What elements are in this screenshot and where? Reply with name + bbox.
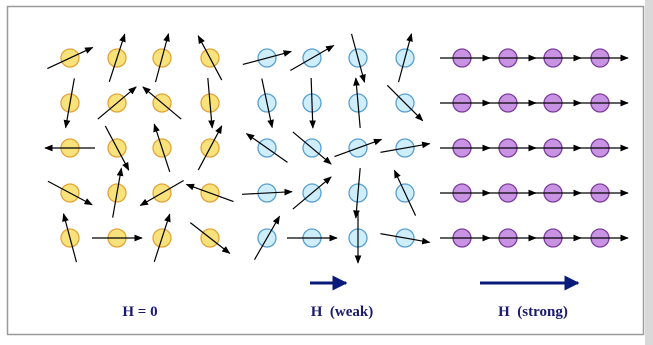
moment-arrow: [153, 123, 171, 172]
moment-arrow: [353, 168, 361, 219]
moment-arrow: [185, 183, 234, 203]
moment-arrow: [189, 222, 231, 254]
moment-arrow: [47, 180, 93, 206]
moment-arrow: [292, 131, 332, 165]
moment-arrow: [350, 33, 366, 83]
moment-arrow: [380, 233, 431, 245]
moment-arrow: [290, 44, 335, 72]
moment-arrow: [242, 188, 293, 196]
moments: [44, 33, 629, 264]
moment-arrow: [142, 86, 182, 120]
moment-arrow: [253, 215, 281, 260]
moment-arrow: [245, 133, 288, 163]
moment-arrow: [139, 179, 184, 207]
moment-arrow: [207, 78, 215, 129]
moment-arrow: [393, 169, 417, 216]
label-zero: H = 0: [122, 304, 157, 320]
moment-arrow: [292, 176, 332, 210]
moment-arrow: [261, 78, 274, 129]
moment-arrow: [47, 46, 94, 70]
moment-arrow: [353, 77, 361, 128]
frame: [6, 5, 645, 336]
moment-arrow: [309, 77, 316, 129]
moment-arrow: [242, 50, 292, 66]
moment-arrow: [380, 141, 431, 153]
moment-arrow: [154, 33, 170, 83]
moment-arrow: [63, 78, 75, 129]
moment-arrow: [108, 33, 126, 82]
moment-arrow: [397, 33, 413, 83]
moment-arrow: [197, 125, 223, 171]
moment-arrow: [97, 86, 137, 120]
moment-arrow: [197, 35, 223, 81]
moment-arrow: [104, 125, 130, 171]
label-strong: H (strong): [498, 304, 568, 320]
moment-arrow: [153, 213, 171, 262]
moment-arrow: [334, 138, 383, 158]
moment-arrow: [112, 167, 124, 218]
label-weak: H (weak): [311, 304, 374, 320]
moment-arrow: [386, 84, 424, 122]
frame-edge: [645, 0, 653, 345]
moment-arrow: [62, 213, 78, 263]
